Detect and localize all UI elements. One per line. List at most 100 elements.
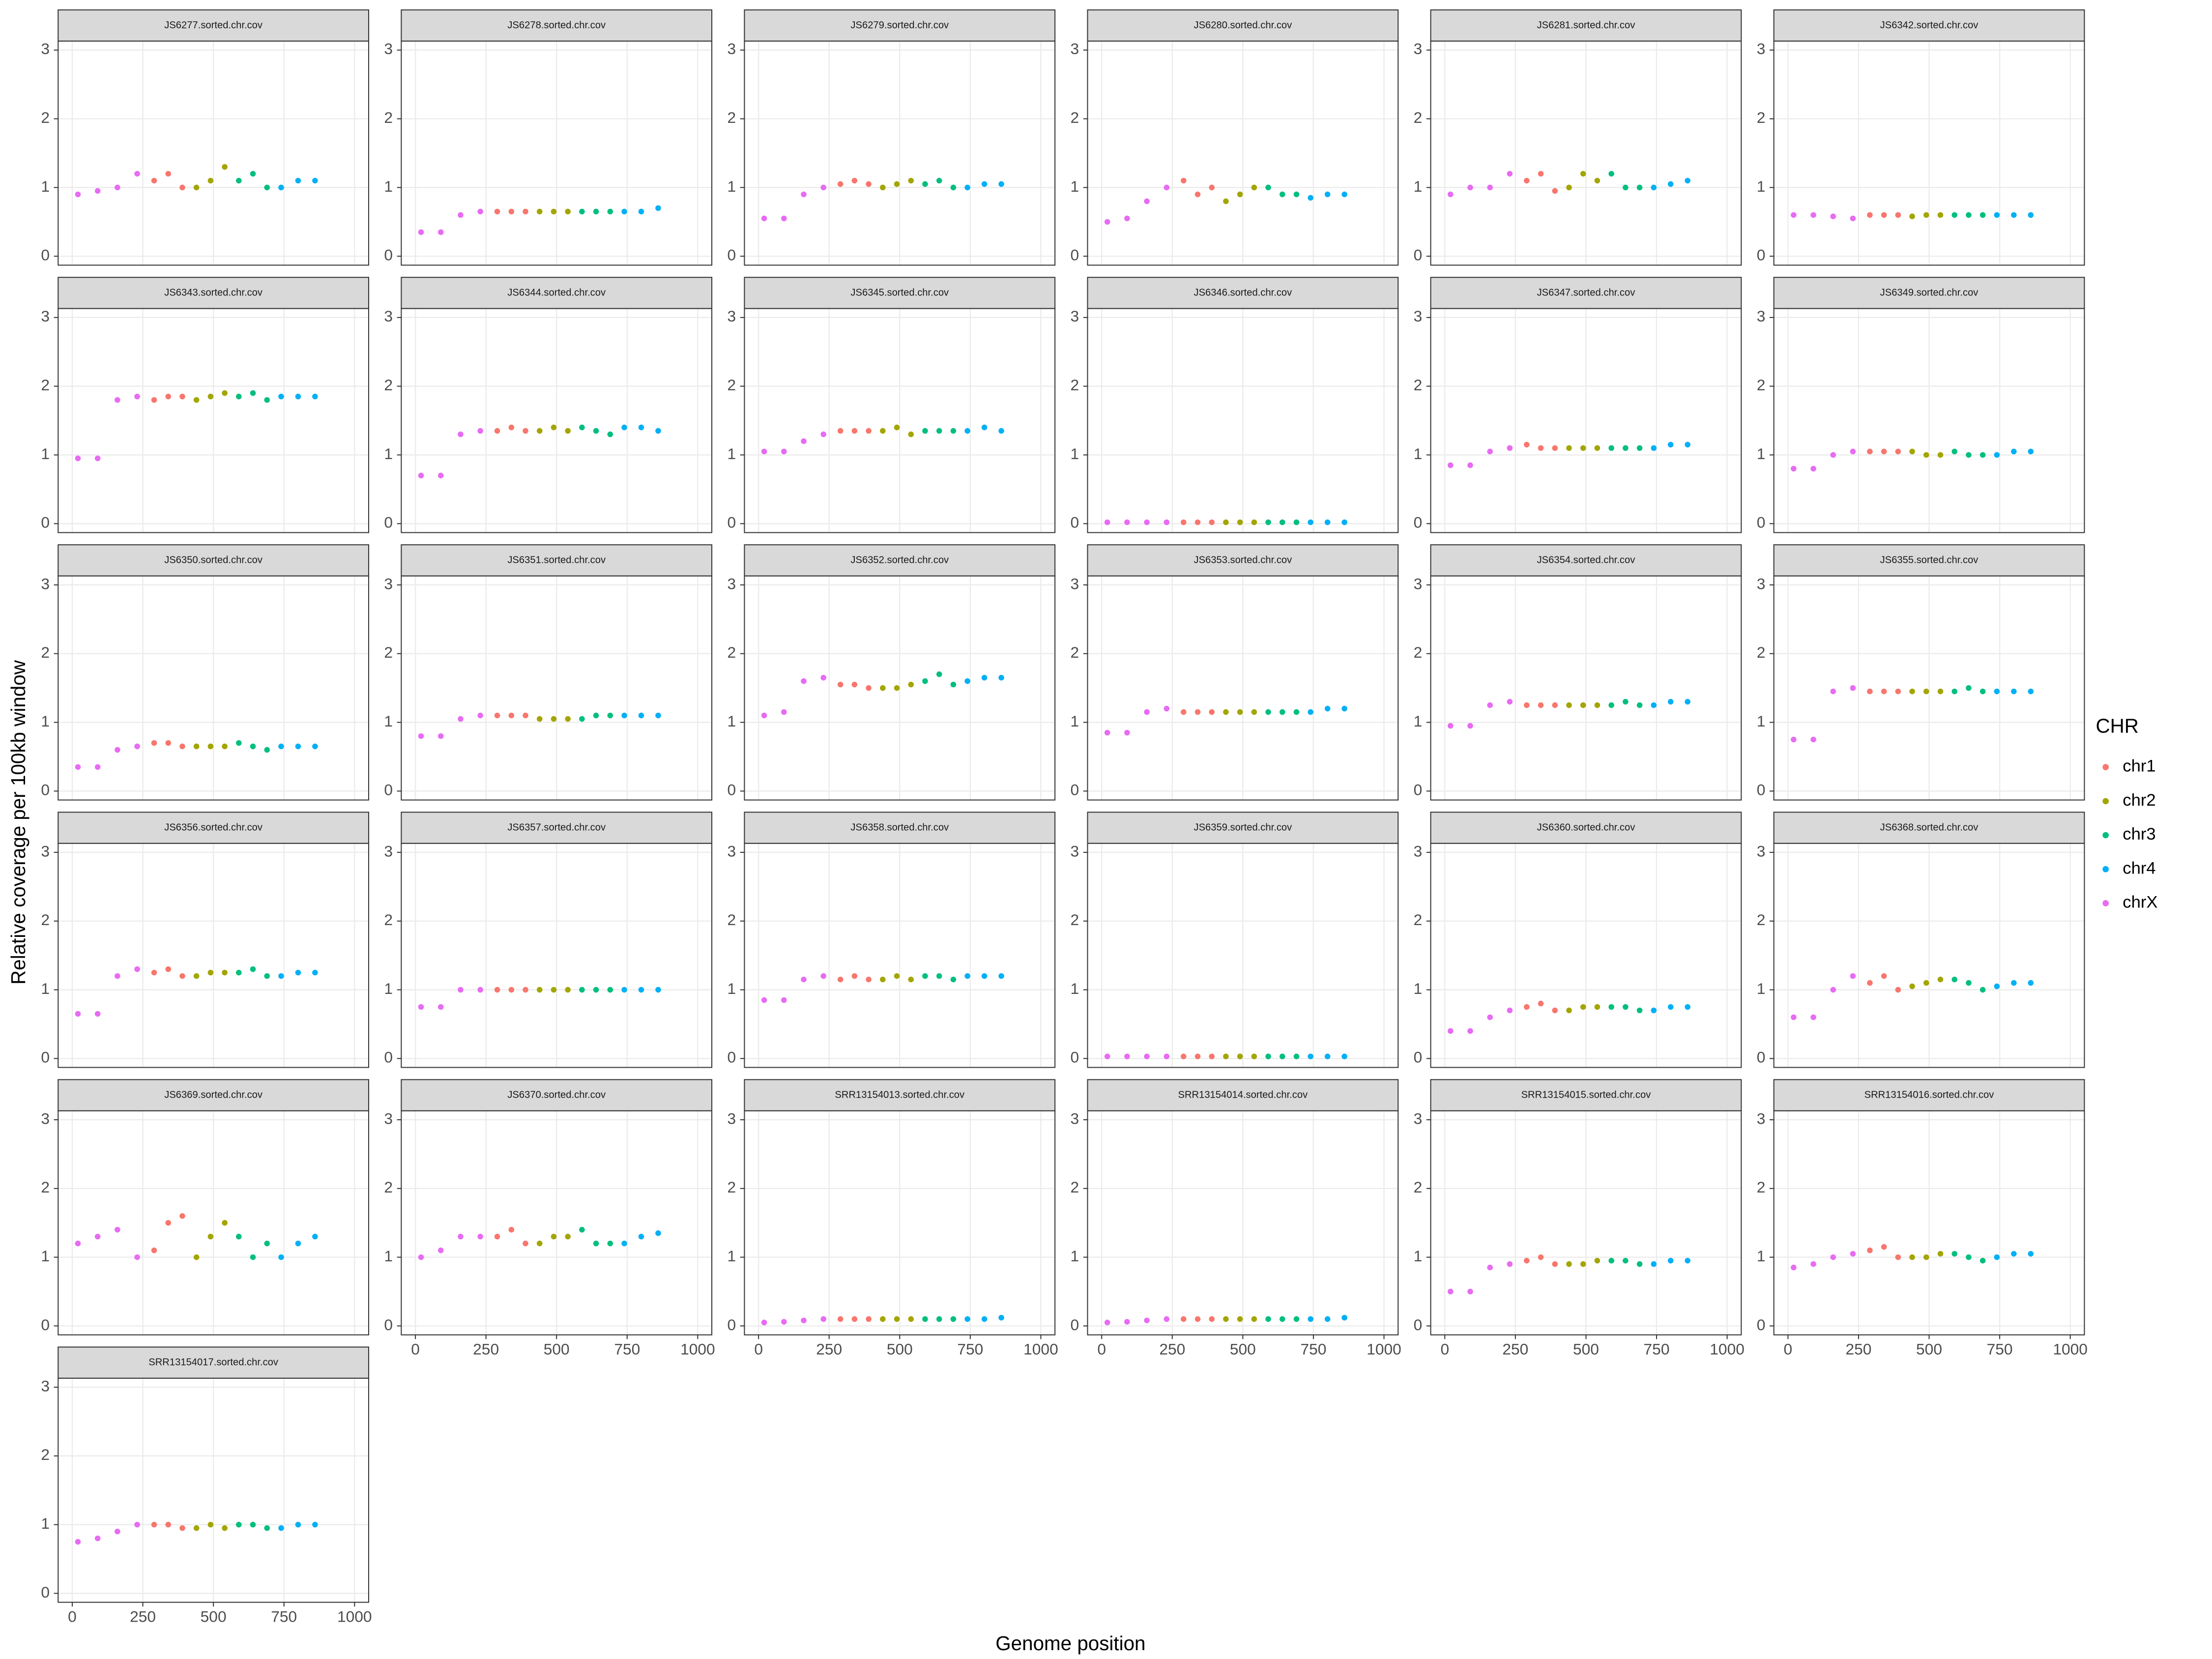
point <box>2011 212 2017 218</box>
point <box>94 1011 101 1017</box>
point <box>193 184 200 191</box>
y-tick-label: 1 <box>41 1514 50 1532</box>
point <box>1636 702 1643 708</box>
point <box>1867 1247 1873 1253</box>
y-tick-label: 1 <box>1071 712 1079 730</box>
point <box>458 431 464 437</box>
point <box>1538 1000 1544 1007</box>
point <box>151 177 157 184</box>
point <box>134 171 140 177</box>
point <box>964 678 970 684</box>
y-tick-label: 0 <box>41 1048 50 1066</box>
point <box>207 1233 214 1240</box>
point <box>981 1316 988 1322</box>
point <box>134 1521 140 1528</box>
y-tick-label: 1 <box>1414 445 1423 463</box>
strip <box>1773 812 2085 844</box>
point <box>851 1316 858 1322</box>
point <box>1923 452 1929 458</box>
point <box>621 208 627 215</box>
x-tick-label: 0 <box>68 1608 77 1626</box>
point <box>1881 688 1887 695</box>
strip <box>1087 277 1399 309</box>
point <box>2028 980 2034 986</box>
point <box>312 177 318 184</box>
strip <box>1087 1079 1399 1111</box>
point <box>1251 709 1257 715</box>
point <box>579 987 585 993</box>
panel-border <box>1087 1110 1399 1336</box>
point <box>801 1317 807 1323</box>
point <box>1341 705 1347 712</box>
y-tick-label: 2 <box>384 109 393 126</box>
point <box>1552 702 1558 708</box>
facet-title: JS6350.sorted.chr.cov <box>164 554 263 565</box>
point <box>1104 1319 1110 1326</box>
strip <box>744 812 1056 844</box>
point <box>1308 1053 1313 1059</box>
point <box>1308 1316 1313 1322</box>
point <box>1979 1257 1986 1264</box>
facet-title: JS6360.sorted.chr.cov <box>1537 822 1636 833</box>
point <box>1636 184 1643 191</box>
point <box>1979 212 1986 218</box>
point <box>1881 1244 1887 1250</box>
y-tick-label: 1 <box>41 177 50 195</box>
point <box>494 712 500 719</box>
point <box>851 973 858 979</box>
point <box>458 987 464 993</box>
point <box>1966 980 1972 986</box>
y-tick-label: 0 <box>727 246 736 264</box>
point <box>1909 983 1915 990</box>
point <box>207 393 214 400</box>
y-tick-label: 3 <box>1414 842 1423 860</box>
point <box>1608 445 1614 451</box>
point <box>1194 709 1201 715</box>
point <box>264 973 270 979</box>
point <box>2028 448 2034 455</box>
point <box>1467 1288 1473 1295</box>
panel-border <box>1087 40 1399 266</box>
x-tick-label: 500 <box>1573 1340 1599 1358</box>
point <box>1324 1053 1331 1059</box>
point <box>1164 519 1170 525</box>
point <box>1223 198 1229 204</box>
point <box>894 685 900 691</box>
point <box>820 1316 826 1322</box>
point <box>278 973 284 979</box>
point <box>250 743 256 750</box>
point <box>1667 1257 1674 1264</box>
y-tick-label: 1 <box>1757 712 1766 730</box>
y-tick-label: 2 <box>41 911 50 929</box>
point <box>193 397 200 403</box>
point <box>551 208 557 215</box>
facet-title: JS6277.sorted.chr.cov <box>164 20 263 30</box>
point <box>936 177 942 184</box>
point <box>781 1319 787 1325</box>
y-tick-label: 2 <box>41 643 50 661</box>
point <box>437 472 444 479</box>
point <box>1124 1319 1130 1325</box>
point <box>1487 184 1493 191</box>
y-tick-label: 2 <box>727 1178 736 1196</box>
strip <box>401 9 713 42</box>
point <box>565 428 571 434</box>
point <box>1194 519 1201 525</box>
point <box>165 1521 172 1528</box>
point <box>866 181 872 187</box>
point <box>295 1240 301 1247</box>
point <box>1830 213 1836 219</box>
point <box>894 1316 900 1322</box>
facet-title: JS6369.sorted.chr.cov <box>164 1089 263 1100</box>
point <box>75 1539 81 1545</box>
point <box>1594 445 1601 451</box>
point <box>998 973 1004 979</box>
point <box>565 1233 571 1240</box>
point <box>2028 1251 2034 1257</box>
point <box>165 740 172 746</box>
x-tick-label: 1000 <box>1367 1340 1401 1358</box>
point <box>1324 519 1331 525</box>
y-tick-label: 0 <box>1071 1048 1079 1066</box>
y-tick-label: 1 <box>1757 1247 1766 1265</box>
point <box>179 1213 185 1219</box>
